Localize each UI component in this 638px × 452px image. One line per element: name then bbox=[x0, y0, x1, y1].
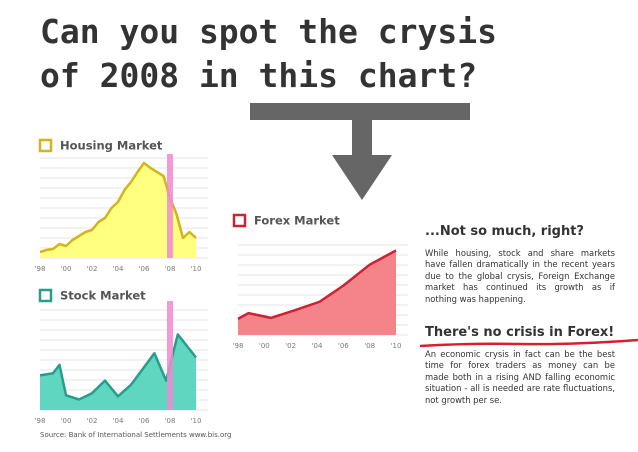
note-text: An economic crysis in fact can be the be… bbox=[425, 349, 615, 405]
chart-title: Stock Market bbox=[60, 289, 146, 303]
highlight-band bbox=[167, 154, 173, 258]
x-tick-label: '08 bbox=[165, 417, 176, 425]
highlight-band bbox=[167, 301, 173, 410]
x-tick-label: '00 bbox=[259, 342, 270, 350]
note-heading: There's no crisis in Forex! bbox=[425, 325, 615, 340]
x-tick-label: '04 bbox=[312, 342, 323, 350]
x-tick-label: '02 bbox=[87, 265, 98, 273]
area bbox=[238, 250, 396, 335]
line bbox=[39, 333, 197, 401]
x-tick-label: '04 bbox=[113, 417, 124, 425]
arrow bbox=[250, 103, 470, 200]
x-tick-label: '06 bbox=[139, 265, 150, 273]
chart-title: Forex Market bbox=[254, 214, 340, 228]
headline: of 2008 in this chart? bbox=[40, 56, 478, 95]
x-tick-label: '04 bbox=[113, 265, 124, 273]
x-tick-label: '00 bbox=[61, 417, 72, 425]
x-tick-label: '02 bbox=[87, 417, 98, 425]
x-tick-label: '06 bbox=[338, 342, 349, 350]
legend-box bbox=[38, 288, 53, 303]
legend-box bbox=[38, 138, 53, 153]
x-tick-label: '08 bbox=[165, 265, 176, 273]
line bbox=[237, 249, 397, 320]
headline: Can you spot the crysis bbox=[40, 12, 497, 51]
x-tick-label: '08 bbox=[364, 342, 375, 350]
x-tick-label: '98 bbox=[35, 417, 46, 425]
x-tick-label: '10 bbox=[391, 342, 402, 350]
x-tick-label: '00 bbox=[61, 265, 72, 273]
chart-title: Housing Market bbox=[60, 139, 163, 153]
note-text: While housing, stock and share markets h… bbox=[425, 248, 615, 304]
x-tick-label: '02 bbox=[285, 342, 296, 350]
area bbox=[40, 334, 196, 410]
x-tick-label: '10 bbox=[191, 417, 202, 425]
x-tick-label: '06 bbox=[139, 417, 150, 425]
x-tick-label: '98 bbox=[35, 265, 46, 273]
x-tick-label: '98 bbox=[233, 342, 244, 350]
underline bbox=[419, 338, 638, 348]
note-heading: ...Not so much, right? bbox=[425, 224, 584, 239]
x-tick-label: '10 bbox=[191, 265, 202, 273]
source: Source: Bank of International Settlement… bbox=[40, 431, 232, 439]
area bbox=[40, 163, 196, 258]
legend-box bbox=[232, 213, 247, 228]
